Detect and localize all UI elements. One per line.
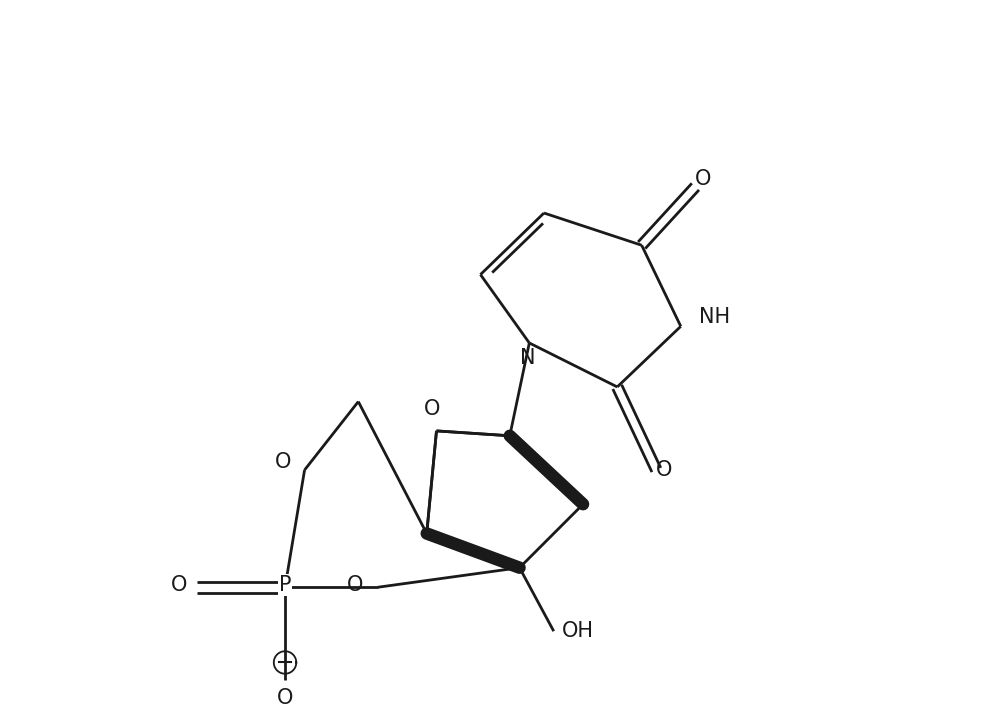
Text: O: O	[171, 575, 188, 595]
Text: N: N	[520, 347, 535, 368]
Text: O: O	[347, 575, 364, 595]
Text: NH: NH	[699, 306, 731, 327]
Text: O: O	[695, 169, 711, 189]
Text: O: O	[423, 400, 440, 419]
Text: O: O	[275, 452, 291, 472]
Text: O: O	[277, 688, 293, 706]
Text: OH: OH	[562, 621, 594, 641]
Text: O: O	[656, 460, 672, 480]
Text: P: P	[279, 575, 291, 595]
